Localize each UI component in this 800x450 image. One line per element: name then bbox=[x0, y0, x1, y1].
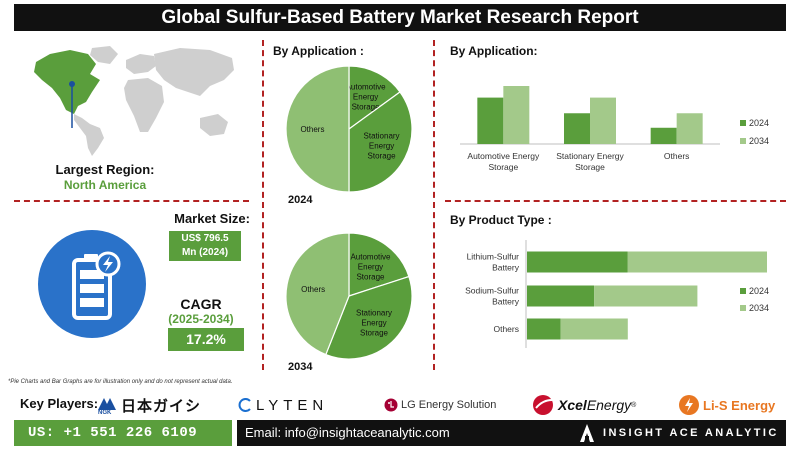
market-size-value: US$ 796.5 Mn (2024) bbox=[169, 231, 241, 261]
bar-chart-product-type: Lithium-Sulfur Battery Sodium-Sulfur Batter… bbox=[465, 240, 769, 348]
y-tick-label: Others bbox=[493, 324, 519, 334]
market-size-value-line2: Mn (2024) bbox=[181, 247, 229, 258]
key-players-label: Key Players: bbox=[20, 396, 99, 411]
bar bbox=[527, 285, 595, 307]
pie-slice bbox=[325, 275, 413, 360]
xcel-logo-bold: Xcel bbox=[558, 397, 587, 413]
pie-slice-label: Others bbox=[300, 125, 324, 134]
pie-slice bbox=[348, 232, 410, 297]
bar-application-title: By Application: bbox=[450, 44, 538, 58]
market-size-value-line1: US$ 796.5 bbox=[181, 233, 229, 244]
pie-slice-label: Stationary Energy Storage bbox=[356, 309, 392, 338]
bar-product-title: By Product Type : bbox=[450, 213, 552, 227]
bar bbox=[477, 97, 504, 144]
pie-section-title: By Application : bbox=[273, 44, 364, 58]
pie-slice-label: Automotive Energy Storage bbox=[346, 82, 387, 111]
ngk-logo-mark bbox=[98, 398, 116, 410]
bar-chart-application: Automotive Energy Storage Stationary Energ… bbox=[460, 86, 769, 172]
lyten-logo: LYTEN bbox=[238, 394, 328, 416]
xcel-logo-light: Energy bbox=[586, 397, 632, 413]
legend-label: 2024 bbox=[749, 118, 769, 128]
pie-chart-2024: Automotive Energy Storage Stationary Energy S… bbox=[285, 65, 413, 206]
y-tick-label: Sodium-Sulfur Battery bbox=[465, 286, 520, 307]
email-text: Email: info@insightaceanalytic.com bbox=[245, 425, 450, 440]
report-title: Global Sulfur-Based Battery Market Resea… bbox=[14, 4, 786, 31]
pie-slice bbox=[348, 91, 413, 193]
ngk-logo: 日本ガイシ NGK bbox=[96, 394, 201, 416]
ngk-logo-sub: NGK bbox=[98, 410, 112, 416]
y-tick-label: Lithium-Sulfur Battery bbox=[467, 252, 520, 273]
x-tick-label: Others bbox=[664, 151, 690, 161]
pie-slice bbox=[285, 232, 350, 356]
xcel-logo-mark-text: ® bbox=[631, 401, 637, 409]
lyten-logo-mark bbox=[238, 398, 251, 412]
bar bbox=[564, 113, 590, 144]
pie-slice-label: Stationary Energy Storage bbox=[364, 132, 400, 161]
bar bbox=[594, 285, 698, 307]
divider-right bbox=[433, 40, 435, 370]
legend-swatch bbox=[740, 120, 746, 126]
legend-label: 2024 bbox=[749, 286, 769, 296]
pie-slice bbox=[285, 65, 350, 193]
bar bbox=[560, 318, 628, 340]
largest-region-label: Largest Region: bbox=[55, 162, 155, 177]
bar bbox=[527, 251, 628, 273]
legend-swatch bbox=[740, 138, 746, 144]
phone-bar: US: +1 551 226 6109 bbox=[14, 420, 232, 446]
largest-region-value: North America bbox=[63, 178, 147, 192]
world-map bbox=[30, 40, 240, 158]
bar bbox=[676, 113, 703, 144]
lg-logo-mark bbox=[384, 398, 398, 412]
x-tick-label: Stationary Energy Storage bbox=[556, 151, 624, 172]
bar bbox=[590, 97, 616, 144]
ngk-logo-text: 日本ガイシ bbox=[121, 397, 202, 415]
bar bbox=[650, 127, 677, 144]
lg-logo: LG Energy Solution bbox=[384, 394, 496, 416]
divider-right-horizontal bbox=[445, 200, 786, 202]
divider-left bbox=[262, 40, 264, 370]
pie-slice-label: Automotive Energy Storage bbox=[350, 252, 391, 281]
market-size-label: Market Size: bbox=[174, 211, 250, 226]
legend-swatch bbox=[740, 288, 746, 294]
battery-icon bbox=[38, 230, 146, 338]
bar bbox=[527, 318, 561, 340]
brand-name: INSIGHT ACE ANALYTIC bbox=[603, 427, 779, 439]
xcel-logo-mark bbox=[533, 395, 553, 415]
cagr-label: CAGR bbox=[180, 296, 222, 312]
bar bbox=[627, 251, 767, 273]
lg-logo-text: LG Energy Solution bbox=[401, 399, 497, 411]
email-bar: Email: info@insightaceanalytic.com INSIG… bbox=[237, 420, 786, 446]
legend-label: 2034 bbox=[749, 136, 769, 146]
cagr-period: (2025-2034) bbox=[168, 312, 234, 326]
pie-year-label: 2024 bbox=[288, 194, 313, 206]
x-tick-label: Automotive Energy Storage bbox=[467, 151, 540, 172]
bar bbox=[503, 86, 530, 144]
xcel-logo: Xcel Energy ® bbox=[532, 394, 636, 416]
footnote: *Pie Charts and Bar Graphs are for illus… bbox=[8, 379, 233, 385]
lis-energy-logo-mark bbox=[679, 395, 699, 415]
legend-label: 2034 bbox=[749, 303, 769, 313]
pie-slice-label: Others bbox=[301, 285, 325, 294]
pie-chart-2034: Automotive Energy Storage Stationary Energy S… bbox=[285, 232, 413, 372]
legend-swatch bbox=[740, 305, 746, 311]
lis-energy-logo-text: Li-S Energy bbox=[703, 397, 776, 413]
divider-left-horizontal bbox=[14, 200, 249, 202]
lyten-logo-text: LYTEN bbox=[256, 396, 329, 414]
lis-energy-logo: Li-S Energy bbox=[678, 394, 775, 416]
brand-logo-icon bbox=[580, 424, 594, 442]
pie-slice bbox=[348, 65, 401, 131]
pie-year-label: 2034 bbox=[288, 361, 313, 372]
cagr-value: 17.2% bbox=[168, 328, 244, 351]
